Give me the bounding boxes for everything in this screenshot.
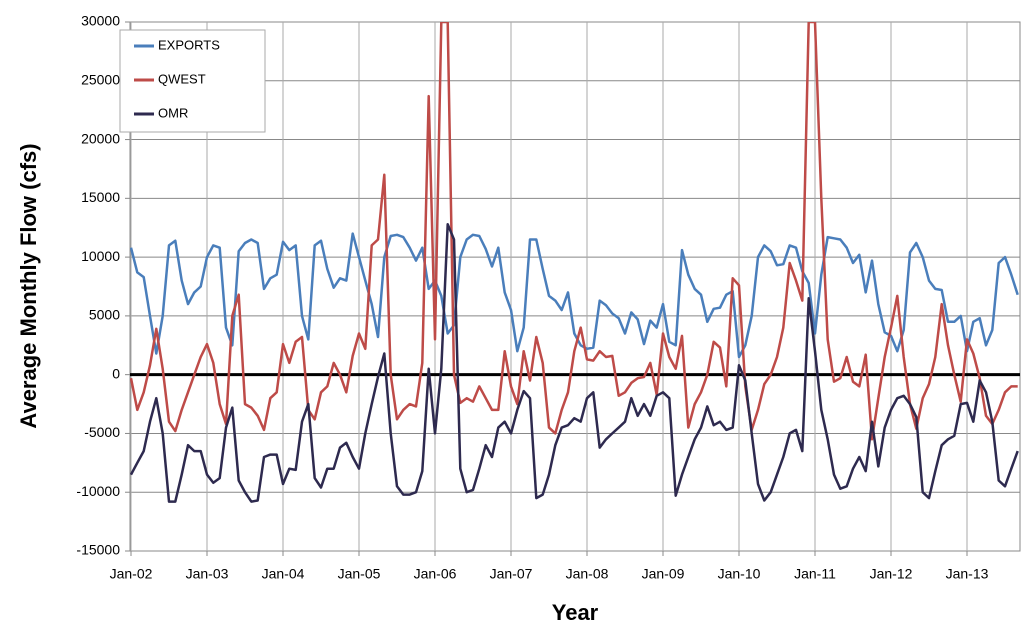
x-tick-label: Jan-13 xyxy=(946,566,989,582)
legend-label: EXPORTS xyxy=(158,37,220,52)
x-tick-label: Jan-02 xyxy=(110,566,153,582)
x-tick-label: Jan-12 xyxy=(870,566,913,582)
y-tick-label: 5000 xyxy=(89,307,120,323)
y-tick-label: 20000 xyxy=(81,130,120,146)
series-line xyxy=(130,22,1018,441)
x-tick-label: Jan-11 xyxy=(794,566,836,582)
x-axis-title: Year xyxy=(552,600,599,625)
y-tick-label: 25000 xyxy=(81,71,120,87)
y-tick-label: 0 xyxy=(112,365,120,381)
x-tick-label: Jan-06 xyxy=(414,566,457,582)
x-tick-label: Jan-09 xyxy=(642,566,685,582)
y-tick-label: -5000 xyxy=(84,424,120,440)
x-tick-label: Jan-05 xyxy=(338,566,381,582)
x-tick-label: Jan-03 xyxy=(186,566,229,582)
series-line xyxy=(130,222,1019,503)
y-axis-title: Average Monthly Flow (cfs) xyxy=(16,143,41,428)
series-layer xyxy=(130,22,1019,503)
x-tick-label: Jan-10 xyxy=(718,566,761,582)
x-tick-label: Jan-04 xyxy=(262,566,305,582)
legend-label: QWEST xyxy=(158,71,206,86)
series-line xyxy=(130,232,1019,359)
x-tick-label: Jan-07 xyxy=(490,566,533,582)
x-tick-label: Jan-08 xyxy=(566,566,609,582)
y-tick-label: 10000 xyxy=(81,248,120,264)
legend-label: OMR xyxy=(158,105,188,120)
y-tick-label: -10000 xyxy=(76,483,120,499)
y-tick-label: 15000 xyxy=(81,189,120,205)
y-tick-label: -15000 xyxy=(76,542,120,558)
y-tick-label: 30000 xyxy=(81,13,120,29)
